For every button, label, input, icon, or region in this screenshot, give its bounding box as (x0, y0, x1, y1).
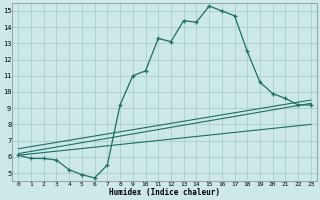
X-axis label: Humidex (Indice chaleur): Humidex (Indice chaleur) (109, 188, 220, 197)
